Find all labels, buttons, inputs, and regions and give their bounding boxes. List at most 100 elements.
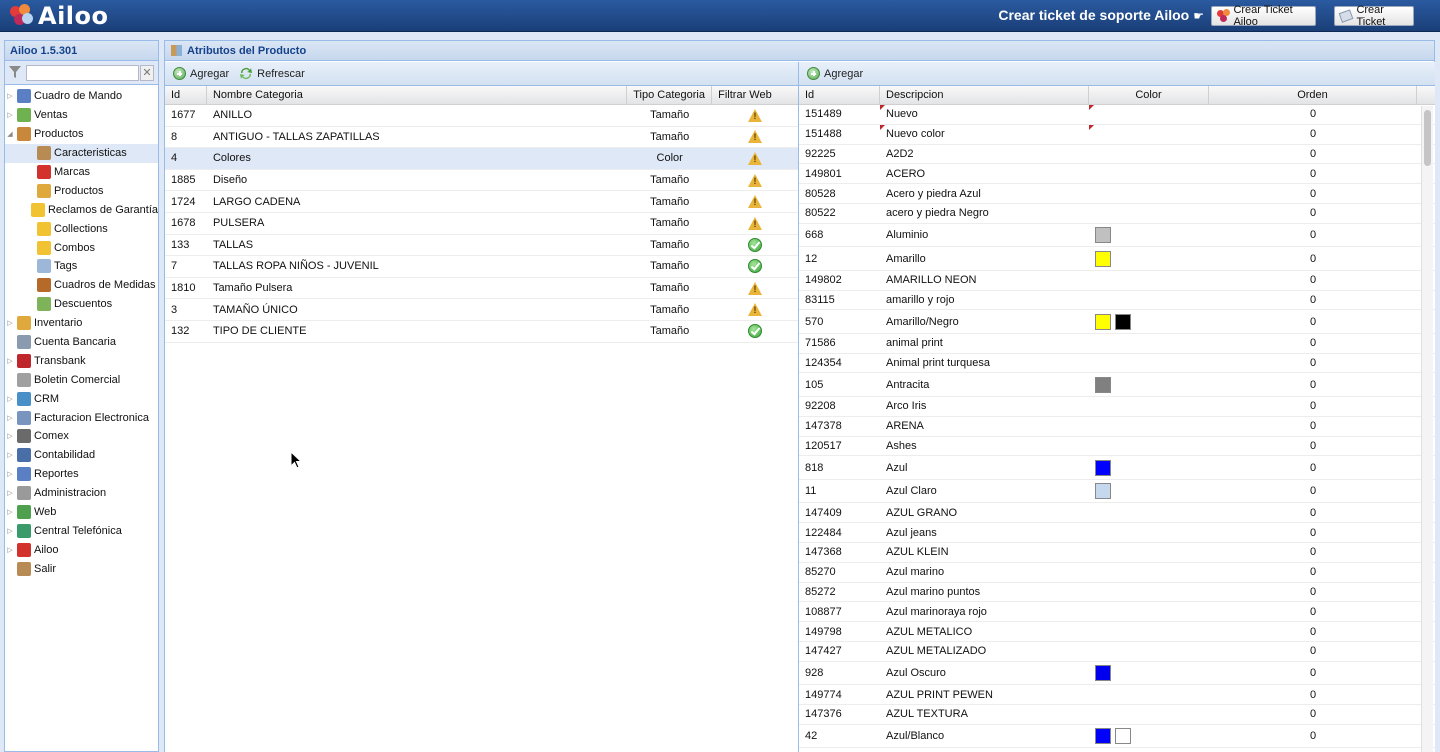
table-row[interactable]: 132 TIPO DE CLIENTE Tamaño: [165, 321, 798, 343]
color-swatch[interactable]: [1115, 313, 1131, 330]
sidebar-item[interactable]: Caracteristicas: [5, 143, 158, 163]
table-row[interactable]: 80522 acero y piedra Negro 0: [799, 204, 1435, 224]
col-nombre-categoria[interactable]: Nombre Categoria: [207, 86, 628, 104]
filter-icon[interactable]: [9, 66, 21, 79]
table-row[interactable]: 1677 ANILLO Tamaño: [165, 105, 798, 127]
vertical-scrollbar[interactable]: [1421, 106, 1433, 752]
table-row[interactable]: 108877 Azul marinoraya rojo 0: [799, 602, 1435, 623]
sidebar-item[interactable]: ▷ Administracion: [5, 484, 158, 503]
col-tipo-categoria[interactable]: Tipo Categoria: [627, 86, 713, 104]
table-row[interactable]: 149798 AZUL METALICO 0: [799, 622, 1435, 642]
expand-arrow-icon[interactable]: ◢: [7, 131, 13, 139]
col-descripcion[interactable]: Descripcion: [880, 86, 1089, 104]
table-row[interactable]: 147368 AZUL KLEIN 0: [799, 543, 1435, 563]
sidebar-item[interactable]: ▷ Transbank: [5, 351, 158, 370]
table-row[interactable]: 1885 Diseño Tamaño: [165, 170, 798, 192]
sidebar-item[interactable]: Cuadros de Medidas: [5, 276, 158, 295]
table-row[interactable]: 149801 ACERO 0: [799, 164, 1435, 185]
sidebar-item[interactable]: ▷ Comex: [5, 427, 158, 446]
expand-arrow-icon[interactable]: ▷: [7, 320, 13, 328]
color-swatch[interactable]: [1095, 483, 1111, 500]
table-row[interactable]: 83115 amarillo y rojo 0: [799, 291, 1435, 311]
expand-arrow-icon[interactable]: ▷: [7, 433, 13, 441]
color-swatch[interactable]: [1095, 313, 1111, 330]
table-row[interactable]: 818 Azul 0: [799, 456, 1435, 480]
table-row[interactable]: 8 ANTIGUO - TALLAS ZAPATILLAS Tamaño: [165, 127, 798, 149]
table-row[interactable]: 1678 PULSERA Tamaño: [165, 213, 798, 235]
table-row[interactable]: 149802 AMARILLO NEON 0: [799, 271, 1435, 291]
table-row[interactable]: 668 Aluminio 0: [799, 224, 1435, 248]
sidebar-item[interactable]: Cuenta Bancaria: [5, 333, 158, 352]
sidebar-item[interactable]: Productos: [5, 181, 158, 200]
color-swatch[interactable]: [1095, 250, 1111, 267]
table-row[interactable]: 122484 Azul jeans 0: [799, 523, 1435, 543]
expand-arrow-icon[interactable]: ▷: [7, 490, 13, 498]
table-row[interactable]: 147376 AZUL TEXTURA 0: [799, 705, 1435, 725]
col-color[interactable]: Color: [1089, 86, 1209, 104]
sidebar-item[interactable]: ▷ Ailoo: [5, 540, 158, 559]
expand-arrow-icon[interactable]: ▷: [7, 452, 13, 460]
col-filtrar-web[interactable]: Filtrar Web: [718, 89, 772, 101]
table-row[interactable]: 92225 A2D2 0: [799, 145, 1435, 165]
logo[interactable]: Ailoo: [10, 2, 109, 30]
filter-input[interactable]: [26, 65, 139, 81]
color-swatch[interactable]: [1095, 664, 1111, 681]
col-id[interactable]: Id: [165, 86, 207, 104]
sidebar-item[interactable]: Combos: [5, 238, 158, 257]
expand-arrow-icon[interactable]: ▷: [7, 527, 13, 535]
table-row[interactable]: 105 Antracita 0: [799, 373, 1435, 397]
sidebar-item[interactable]: ▷ Contabilidad: [5, 446, 158, 465]
table-row[interactable]: 11 Azul Claro 0: [799, 480, 1435, 504]
table-row[interactable]: 124354 Animal print turquesa 0: [799, 354, 1435, 374]
expand-arrow-icon[interactable]: ▷: [7, 112, 13, 120]
sidebar-item[interactable]: Reclamos de Garantía: [5, 200, 158, 219]
sidebar-item[interactable]: Boletin Comercial: [5, 370, 158, 389]
scroll-thumb[interactable]: [1424, 110, 1431, 166]
table-row[interactable]: 42 Azul/Blanco 0: [799, 725, 1435, 749]
table-row[interactable]: 133 TALLAS Tamaño: [165, 235, 798, 257]
table-row[interactable]: 151488 Nuevo color 0: [799, 124, 1435, 145]
table-row[interactable]: 570 Amarillo/Negro 0: [799, 310, 1435, 334]
table-row[interactable]: 92208 Arco Iris 0: [799, 397, 1435, 417]
table-row[interactable]: 928 Azul Oscuro 0: [799, 662, 1435, 686]
clear-filter-button[interactable]: ✕: [140, 65, 154, 81]
sidebar-item[interactable]: ▷ Web: [5, 503, 158, 522]
sidebar-item[interactable]: Descuentos: [5, 295, 158, 314]
table-row[interactable]: 149774 AZUL PRINT PEWEN 0: [799, 685, 1435, 706]
sidebar-item[interactable]: ▷ Ventas: [5, 106, 158, 125]
color-swatch[interactable]: [1095, 728, 1111, 745]
table-row[interactable]: 85270 Azul marino 0: [799, 563, 1435, 583]
table-row[interactable]: 7 TALLAS ROPA NIÑOS - JUVENIL Tamaño: [165, 256, 798, 278]
color-swatch[interactable]: [1115, 728, 1131, 745]
expand-arrow-icon[interactable]: ▷: [7, 395, 13, 403]
sidebar-item[interactable]: ▷ Inventario: [5, 314, 158, 333]
sidebar-item[interactable]: ▷ Cuadro de Mando: [5, 87, 158, 106]
sidebar-item[interactable]: ▷ CRM: [5, 389, 158, 408]
expand-arrow-icon[interactable]: ▷: [7, 471, 13, 479]
table-row[interactable]: 12 Amarillo 0: [799, 247, 1435, 271]
sidebar-item[interactable]: Salir: [5, 559, 158, 578]
expand-arrow-icon[interactable]: ▷: [7, 93, 13, 101]
sidebar-item[interactable]: ▷ Facturacion Electronica: [5, 408, 158, 427]
sidebar-item[interactable]: ▷ Central Telefónica: [5, 521, 158, 540]
table-row[interactable]: 120517 Ashes 0: [799, 437, 1435, 457]
col-id[interactable]: Id: [799, 86, 880, 104]
create-ticket-button[interactable]: Crear Ticket: [1334, 4, 1414, 28]
add-category-button[interactable]: Agregar: [170, 67, 232, 80]
table-row[interactable]: 147378 ARENA 0: [799, 417, 1435, 437]
expand-arrow-icon[interactable]: ▷: [7, 509, 13, 517]
color-swatch[interactable]: [1095, 376, 1111, 393]
table-row[interactable]: 3 TAMAÑO ÚNICO Tamaño: [165, 299, 798, 321]
refresh-button[interactable]: Refrescar: [236, 67, 308, 80]
table-row[interactable]: 4 Colores Color: [165, 148, 798, 170]
expand-arrow-icon[interactable]: ▷: [7, 546, 13, 554]
create-ticket-ailoo-button[interactable]: Crear Ticket Ailoo: [1211, 4, 1316, 28]
expand-arrow-icon[interactable]: ▷: [7, 414, 13, 422]
table-row[interactable]: 1724 LARGO CADENA Tamaño: [165, 191, 798, 213]
sidebar-item[interactable]: ▷ Reportes: [5, 465, 158, 484]
table-row[interactable]: 151489 Nuevo 0: [799, 105, 1435, 125]
sidebar-item[interactable]: ◢ Productos: [5, 125, 158, 144]
sidebar-item[interactable]: Marcas: [5, 163, 158, 182]
color-swatch[interactable]: [1095, 459, 1111, 476]
table-row[interactable]: 1810 Tamaño Pulsera Tamaño: [165, 278, 798, 300]
